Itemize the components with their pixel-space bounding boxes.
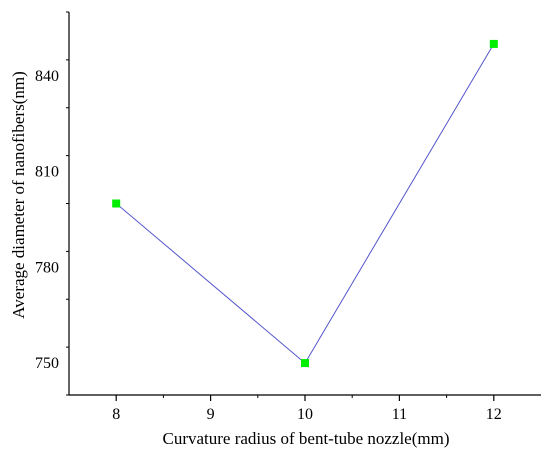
data-point-marker — [112, 199, 121, 208]
x-tick-label: 10 — [297, 406, 313, 423]
x-tick-label: 12 — [486, 406, 502, 423]
x-axis-title: Curvature radius of bent-tube nozzle(mm) — [162, 429, 449, 448]
data-point-marker — [301, 359, 309, 368]
axes — [68, 12, 541, 396]
y-axis-title: Average diameter of nanofibers(nm) — [9, 71, 28, 319]
x-tick-label: 11 — [392, 406, 407, 423]
series-line — [115, 43, 495, 364]
x-tick-label: 8 — [112, 406, 120, 423]
x-tick-label: 9 — [207, 406, 215, 423]
y-tick-label: 840 — [35, 68, 59, 85]
y-tick-label: 750 — [35, 355, 59, 372]
y-tick-label: 810 — [35, 164, 59, 181]
data-point-marker — [489, 39, 498, 48]
ticks: 8 9 10 11 12 750 780 810 840 — [35, 11, 502, 423]
series — [112, 39, 498, 368]
y-tick-label: 780 — [35, 259, 59, 276]
